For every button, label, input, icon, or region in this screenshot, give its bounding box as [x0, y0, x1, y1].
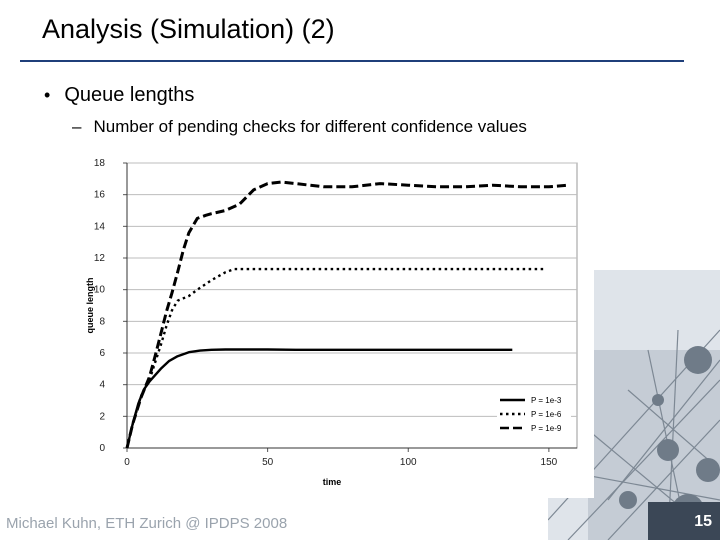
- y-tick-label: 14: [94, 221, 106, 232]
- legend-label: P = 1e-9: [531, 424, 562, 433]
- y-tick-label: 18: [94, 158, 106, 169]
- series-line-3: [125, 180, 569, 449]
- y-tick-label: 8: [99, 316, 105, 327]
- legend-label: P = 1e-6: [531, 410, 562, 419]
- sub-bullet-item: – Number of pending checks for different…: [72, 117, 527, 137]
- series-line-2: [125, 267, 544, 449]
- x-tick-label: 100: [400, 457, 417, 468]
- x-tick-label: 0: [124, 457, 130, 468]
- page-number: 15: [694, 513, 712, 530]
- legend-box: [497, 391, 571, 436]
- x-axis-label: time: [323, 477, 342, 487]
- y-tick-label: 0: [99, 443, 105, 454]
- bullet-text: Queue lengths: [64, 84, 195, 106]
- y-tick-label: 16: [94, 190, 106, 201]
- dash-icon: –: [72, 117, 82, 136]
- chart-legend: P = 1e-3 P = 1e-6 P = 1e-9: [497, 391, 571, 436]
- bullet-dot-icon: •: [44, 85, 51, 105]
- bullet-item: • Queue lengths: [44, 84, 194, 107]
- chart-frame: 0 2 4 6 8 10 12 14 16 18 0 50 100 150 P = 1e-3 P = 1e-…: [80, 150, 594, 498]
- slide-title: Analysis (Simulation) (2): [42, 14, 335, 44]
- y-tick-label: 10: [94, 285, 106, 296]
- sub-bullet-text: Number of pending checks for different c…: [93, 117, 527, 136]
- footer-text: Michael Kuhn, ETH Zurich @ IPDPS 2008: [6, 515, 288, 532]
- series-line-1: [125, 348, 513, 449]
- y-tick-label: 6: [99, 348, 105, 359]
- legend-label: P = 1e-3: [531, 396, 562, 405]
- y-tick-label: 2: [99, 411, 105, 422]
- y-axis-label: queue length: [85, 278, 95, 334]
- x-tick-label: 50: [262, 457, 274, 468]
- title-divider: [20, 60, 684, 62]
- y-tick-label: 4: [99, 380, 105, 391]
- x-tick-label: 150: [541, 457, 558, 468]
- y-tick-label: 12: [94, 253, 106, 264]
